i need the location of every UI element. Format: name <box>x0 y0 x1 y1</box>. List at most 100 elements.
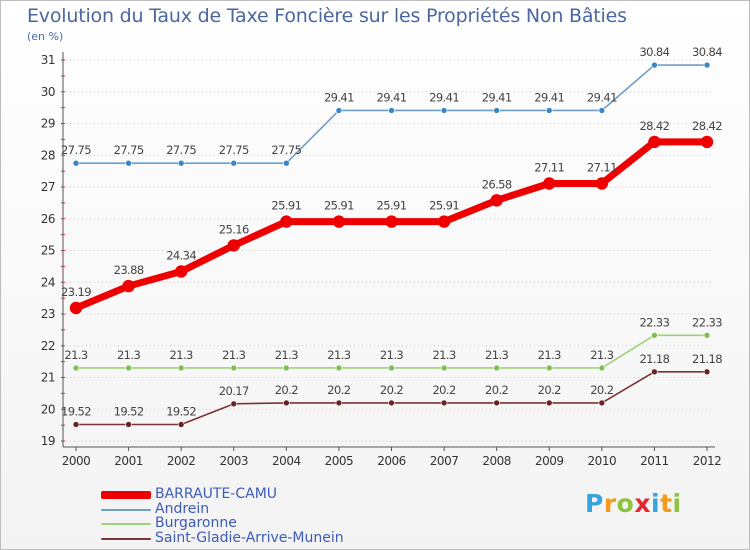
data-point <box>703 368 711 376</box>
y-tick-label: 31 <box>41 53 55 67</box>
data-point <box>651 331 658 339</box>
data-point <box>440 399 448 407</box>
data-point <box>703 331 711 339</box>
data-point <box>437 215 451 228</box>
data-point <box>335 107 343 114</box>
data-label: 20.2 <box>485 383 508 397</box>
data-point <box>125 159 132 167</box>
data-point <box>651 368 658 376</box>
data-point <box>700 135 714 149</box>
data-label: 20.2 <box>275 383 298 397</box>
data-point <box>283 399 290 407</box>
data-point <box>125 421 132 428</box>
x-tick-label: 2009 <box>535 454 564 468</box>
x-tick-label: 2004 <box>272 454 301 468</box>
data-point <box>648 135 661 149</box>
x-tick-label: 2000 <box>62 454 91 468</box>
y-tick-label: 19 <box>41 434 55 448</box>
data-label: 21.3 <box>327 348 350 362</box>
data-label: 19.52 <box>114 404 144 418</box>
data-point <box>332 215 346 228</box>
data-point <box>125 364 132 372</box>
data-label: 20.17 <box>219 384 249 398</box>
data-label: 21.3 <box>222 348 245 362</box>
data-point <box>545 107 553 114</box>
data-label: 22.33 <box>692 315 722 329</box>
data-label: 21.3 <box>538 348 561 362</box>
data-label: 19.52 <box>61 404 91 418</box>
brand-letter: P <box>585 489 604 518</box>
data-label: 30.84 <box>692 45 722 59</box>
x-tick-label: 2006 <box>377 454 406 468</box>
legend-label: BARRAUTE-CAMU <box>155 486 278 502</box>
data-point <box>174 265 188 278</box>
data-label: 21.3 <box>590 348 613 362</box>
data-label: 29.41 <box>377 90 407 104</box>
data-point <box>388 364 395 372</box>
data-label: 30.84 <box>639 45 669 59</box>
data-point <box>440 107 448 114</box>
data-point <box>72 421 80 428</box>
brand-letter: i <box>651 489 661 518</box>
data-point <box>122 279 135 293</box>
data-label: 22.33 <box>639 315 669 329</box>
data-label: 21.18 <box>692 352 722 366</box>
legend-item: Burgaronne <box>101 515 401 531</box>
legend-item: BARRAUTE-CAMU <box>101 486 401 502</box>
brand-letter: o <box>616 489 635 518</box>
data-point <box>598 107 606 114</box>
x-tick-label: 2008 <box>482 454 511 468</box>
data-label: 28.42 <box>639 119 669 133</box>
data-point <box>177 364 185 372</box>
data-label: 20.2 <box>380 383 403 397</box>
data-point <box>335 364 343 372</box>
data-label: 26.58 <box>482 177 512 191</box>
data-point <box>598 399 606 407</box>
data-point <box>230 400 238 408</box>
data-point <box>230 159 238 167</box>
x-tick-label: 2010 <box>588 454 617 468</box>
data-point <box>280 215 293 228</box>
data-label: 29.41 <box>482 90 512 104</box>
data-label: 29.41 <box>324 90 354 104</box>
data-point <box>227 239 240 252</box>
data-point <box>545 364 553 372</box>
data-point <box>385 215 398 228</box>
data-point <box>493 399 500 407</box>
y-axis-unit: (en %) <box>27 30 64 43</box>
data-point <box>283 159 290 167</box>
data-label: 21.3 <box>64 348 87 362</box>
y-tick-label: 23 <box>41 307 55 321</box>
data-label: 24.34 <box>166 248 196 262</box>
data-label: 21.3 <box>432 348 455 362</box>
data-label: 21.18 <box>639 352 669 366</box>
data-point <box>493 107 500 114</box>
data-label: 27.75 <box>114 143 144 157</box>
legend-label: Burgaronne <box>155 515 237 531</box>
data-point <box>493 364 500 372</box>
brand-letter: i <box>672 489 682 518</box>
legend-swatch <box>101 491 151 499</box>
data-point <box>388 399 395 407</box>
legend-swatch <box>101 523 151 525</box>
chart-legend: BARRAUTE-CAMU Andrein Burgaronne Saint-Glad… <box>101 486 401 546</box>
data-label: 23.88 <box>114 263 144 277</box>
y-tick-label: 22 <box>41 339 55 353</box>
y-tick-label: 25 <box>41 244 55 258</box>
data-label: 20.2 <box>538 383 561 397</box>
data-label: 27.11 <box>587 161 617 175</box>
data-label: 21.3 <box>380 348 403 362</box>
brand-letter: r <box>603 489 617 518</box>
data-point <box>230 364 238 372</box>
data-label: 27.75 <box>166 143 196 157</box>
x-tick-label: 2002 <box>167 454 196 468</box>
x-tick-label: 2011 <box>640 454 669 468</box>
x-tick-label: 2003 <box>219 454 248 468</box>
y-tick-label: 28 <box>41 148 55 162</box>
data-label: 23.19 <box>61 285 91 299</box>
legend-label: Saint-Gladie-Arrive-Munein <box>155 529 344 546</box>
data-label: 20.2 <box>327 383 350 397</box>
data-label: 27.11 <box>534 161 564 175</box>
data-point <box>543 177 556 190</box>
